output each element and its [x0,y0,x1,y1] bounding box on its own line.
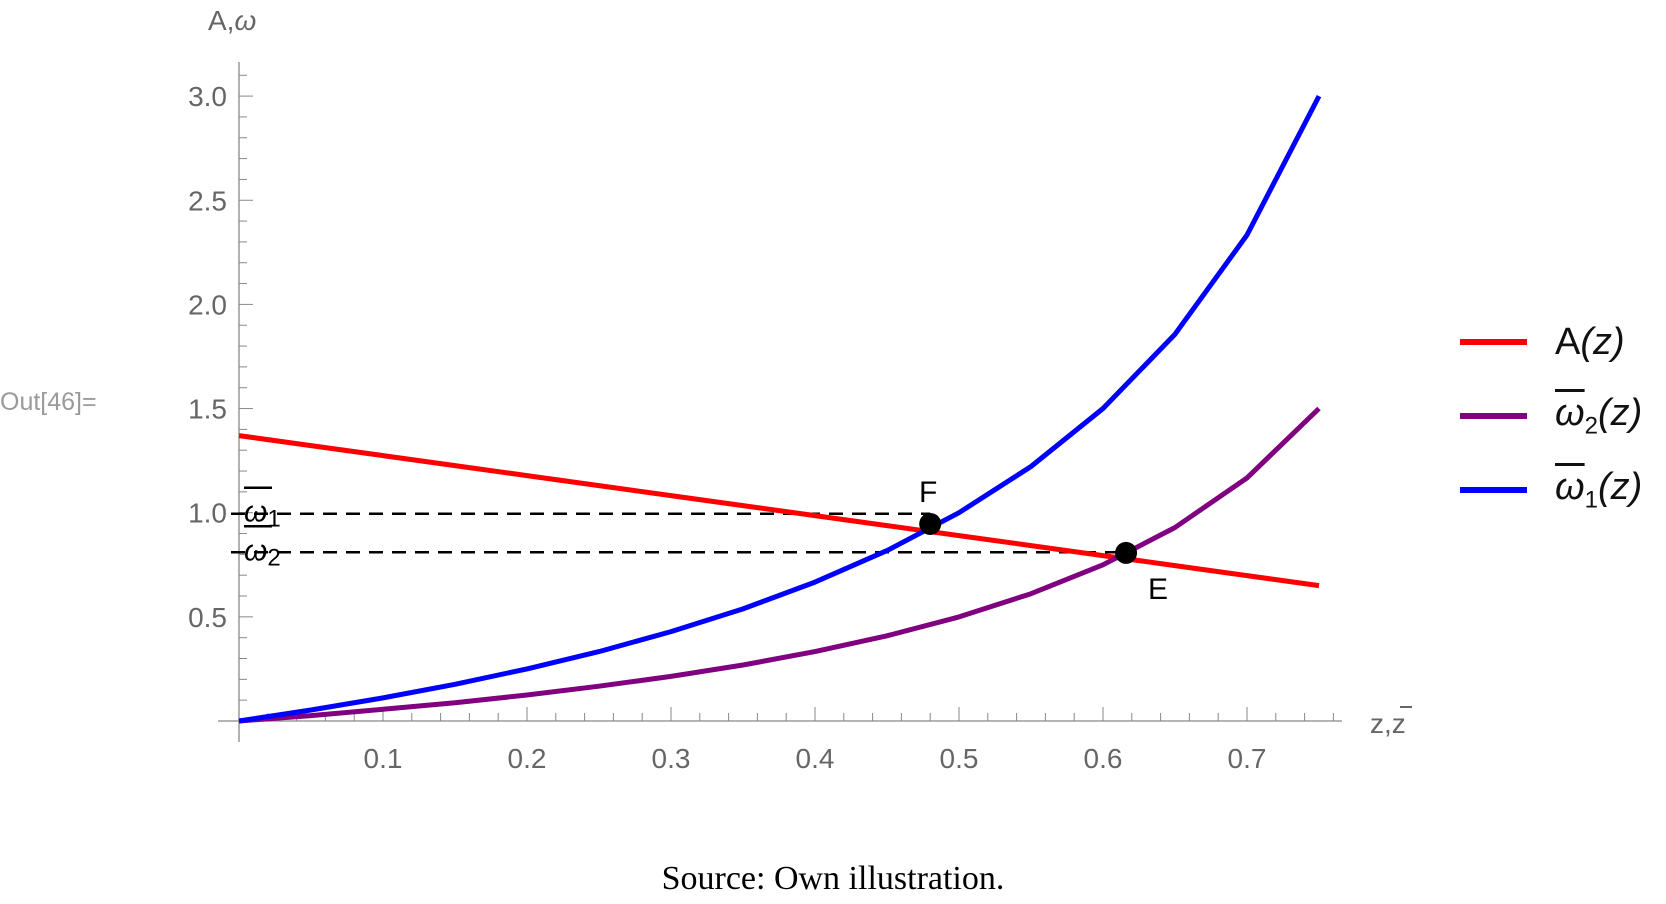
legend-swatch-a [1460,339,1527,345]
intersection-points: FE [919,476,1168,606]
series-line [238,433,1320,589]
series-line [238,406,1321,724]
y-axis-label: A,ω [208,5,256,36]
series-line [238,94,1322,724]
y-tick-label: 1.0 [188,498,227,529]
legend-item-a: A(z) [1460,305,1642,379]
intersection-point-f [919,512,942,535]
legend-label-omega2: ω2(z) [1555,391,1643,440]
omega-bar-label: ω2 [244,534,281,571]
series-lines [238,94,1322,724]
legend: A(z) ω2(z) ω1(z) [1460,305,1642,527]
x-tick-label: 0.3 [652,743,691,774]
x-tick-label: 0.6 [1084,743,1123,774]
y-tick-label: 1.5 [188,394,227,425]
x-axis-label: z,z [1370,708,1406,739]
cell-output-label: Out[46]= [0,388,97,416]
legend-swatch-omega2 [1460,413,1527,419]
x-tick-label: 0.7 [1228,743,1267,774]
legend-label-a: A(z) [1555,320,1625,363]
x-tick-label: 0.1 [364,743,403,774]
point-label: F [919,476,937,509]
point-label: E [1148,573,1168,606]
x-tick-label: 0.5 [940,743,979,774]
figure-caption: Source: Own illustration. [661,860,1005,897]
legend-label-omega1: ω1(z) [1555,465,1643,514]
legend-item-omega1: ω1(z) [1460,453,1642,527]
intersection-point-e [1115,541,1138,564]
legend-swatch-omega1 [1460,487,1527,493]
axes: 0.5 1.0 1.5 2.0 2.5 3.0 0.1 0.2 0.3 0.4 0.5 0.6 0.7 A… [188,5,1412,774]
y-tick-label: 2.0 [188,289,227,320]
y-tick-label: 2.5 [188,185,227,216]
x-tick-label: 0.4 [796,743,835,774]
legend-item-omega2: ω2(z) [1460,379,1642,453]
y-tick-label: 3.0 [188,81,227,112]
x-tick-label: 0.2 [508,743,547,774]
y-tick-label: 0.5 [188,602,227,633]
